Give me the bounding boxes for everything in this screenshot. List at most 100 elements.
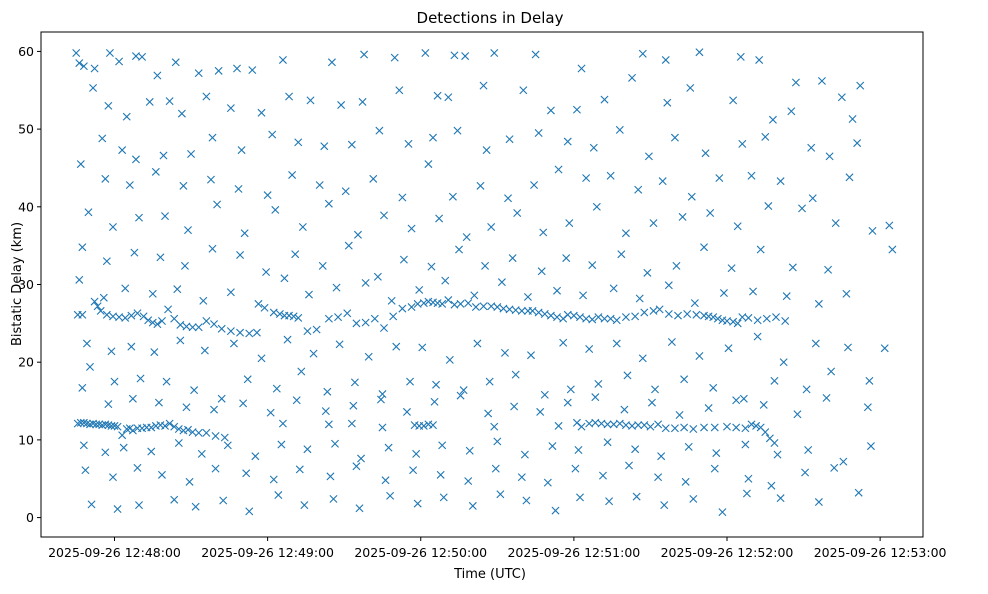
data-point-clutter (638, 49, 647, 58)
data-point-clutter (664, 281, 673, 290)
data-point-clutter (402, 407, 411, 416)
data-point-clutter (631, 445, 640, 454)
data-point-clutter (381, 476, 390, 485)
data-point-clutter (435, 214, 444, 223)
data-point-clutter (329, 494, 338, 503)
data-point-lower-track (211, 432, 220, 440)
data-point-upper-track (144, 316, 153, 325)
data-point-lower-track (184, 425, 192, 434)
data-point-clutter (510, 402, 519, 411)
data-point-upper-track (90, 297, 99, 306)
data-point-clutter (563, 398, 572, 407)
data-point-upper-track (683, 310, 692, 319)
data-point-clutter (848, 115, 857, 124)
data-point-clutter (151, 167, 160, 176)
data-point-clutter (185, 477, 194, 486)
data-point-clutter (654, 473, 663, 482)
data-point-clutter (130, 248, 139, 257)
data-point-clutter (551, 506, 560, 515)
data-point-upper-track (93, 302, 102, 311)
data-point-clutter (768, 115, 777, 124)
data-point-clutter (513, 209, 522, 218)
data-point-lower-track (710, 423, 719, 432)
data-point-upper-track (692, 310, 701, 319)
data-point-clutter (271, 205, 280, 214)
data-point-clutter (242, 469, 251, 478)
y-tick-label: 30 (18, 277, 34, 292)
data-point-clutter (496, 490, 505, 499)
data-point-clutter (657, 452, 666, 461)
data-point-clutter (546, 106, 555, 115)
data-point-upper-track (733, 319, 742, 328)
data-point-clutter (135, 501, 143, 510)
data-point-lower-track (122, 425, 131, 433)
data-point-clutter (807, 143, 816, 152)
data-point-clutter (594, 379, 603, 388)
data-point-upper-track (456, 299, 465, 308)
data-point-clutter (540, 390, 549, 399)
data-point-clutter (233, 64, 241, 73)
data-point-clutter (101, 448, 110, 457)
data-point-clutter (791, 78, 800, 87)
data-point-clutter (327, 58, 336, 67)
data-point-clutter (675, 411, 684, 420)
data-point-clutter (162, 377, 171, 386)
data-point-clutter (837, 93, 846, 102)
data-point-clutter (358, 97, 367, 106)
data-point-clutter (615, 125, 624, 134)
data-point-clutter (701, 149, 710, 158)
data-point-clutter (208, 244, 217, 253)
data-point-clutter (453, 126, 462, 135)
data-point-upper-track (210, 320, 219, 329)
data-point-clutter (248, 66, 257, 75)
data-point-clutter (79, 441, 88, 450)
data-point-clutter (700, 243, 709, 252)
data-point-lower-track (347, 419, 356, 428)
data-point-clutter (686, 83, 695, 92)
data-point-clutter (672, 261, 681, 270)
data-point-clutter (360, 50, 369, 59)
data-point-upper-track (352, 319, 361, 328)
data-point-clutter (729, 96, 738, 105)
data-point-clutter (738, 139, 747, 148)
data-point-upper-track (594, 313, 603, 322)
data-point-clutter (822, 393, 831, 402)
data-point-lower-track (118, 431, 127, 440)
data-point-clutter (337, 101, 346, 110)
data-point-clutter (369, 174, 378, 183)
data-point-clutter (87, 500, 96, 509)
data-point-clutter (415, 285, 424, 294)
data-point-clutter (407, 224, 416, 233)
data-point-clutter (332, 283, 341, 292)
data-point-clutter (749, 287, 758, 296)
data-point-lower-track (128, 426, 137, 435)
data-point-clutter (217, 394, 226, 403)
data-point-clutter (715, 174, 724, 183)
data-point-upper-track (546, 311, 555, 320)
data-point-clutter (108, 223, 117, 231)
data-point-clutter (197, 449, 206, 458)
data-point-clutter (839, 457, 848, 466)
data-point-clutter (706, 209, 715, 218)
data-point-clutter (295, 465, 304, 474)
data-point-lower-track (761, 428, 770, 437)
data-point-clutter (433, 91, 442, 100)
data-point-upper-track (121, 313, 130, 322)
data-point-lower-track (165, 419, 174, 428)
data-point-clutter (444, 93, 453, 102)
data-point-clutter (663, 98, 672, 107)
data-point-clutter (239, 399, 248, 408)
data-point-clutter (133, 463, 142, 472)
data-point-lower-track (634, 421, 643, 430)
data-point-clutter (376, 395, 385, 404)
data-point-clutter (174, 439, 183, 447)
data-point-clutter (213, 200, 222, 209)
data-point-upper-track (164, 305, 173, 314)
data-point-clutter (240, 229, 249, 238)
data-point-lower-track (654, 420, 663, 429)
data-point-clutter (739, 394, 748, 403)
data-point-clutter (709, 383, 718, 392)
data-point-clutter (845, 173, 854, 182)
data-point-clutter (497, 278, 506, 287)
